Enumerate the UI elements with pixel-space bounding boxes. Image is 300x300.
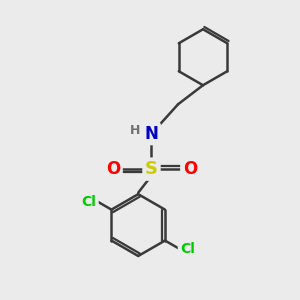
Text: O: O [183, 160, 197, 178]
Text: S: S [145, 160, 158, 178]
Text: Cl: Cl [180, 242, 195, 256]
Text: Cl: Cl [82, 194, 97, 208]
Text: O: O [106, 160, 120, 178]
Text: N: N [145, 125, 158, 143]
Text: H: H [130, 124, 140, 137]
